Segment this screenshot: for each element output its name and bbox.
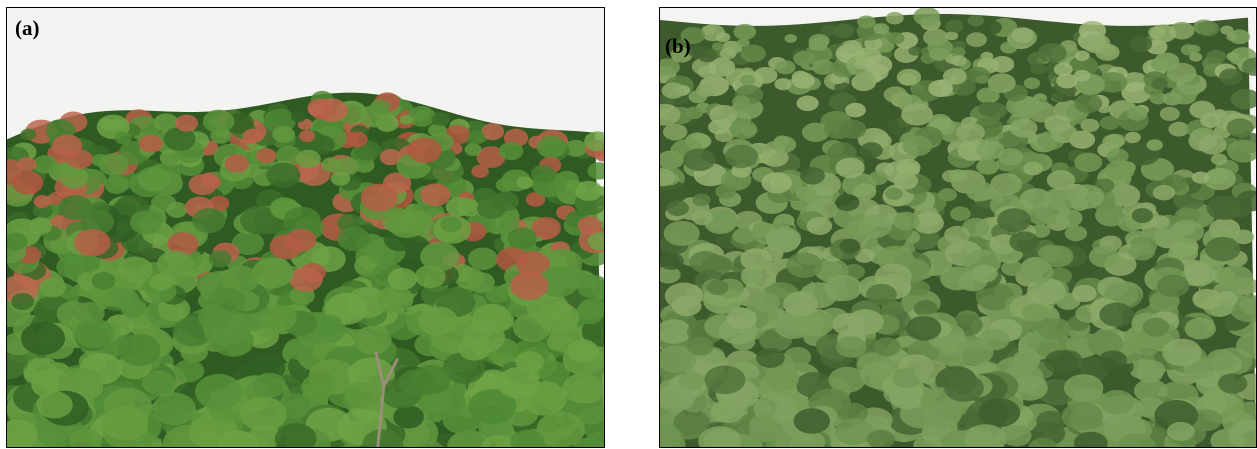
panel-label-a: (a) bbox=[15, 16, 40, 40]
hillside-shrubland-photo bbox=[7, 8, 604, 447]
panel-label-b: (b) bbox=[665, 34, 691, 58]
photo-panel-a: (a) bbox=[6, 7, 605, 448]
forest-canopy-photo bbox=[660, 8, 1256, 447]
photo-panel-b: (b) bbox=[659, 7, 1257, 448]
